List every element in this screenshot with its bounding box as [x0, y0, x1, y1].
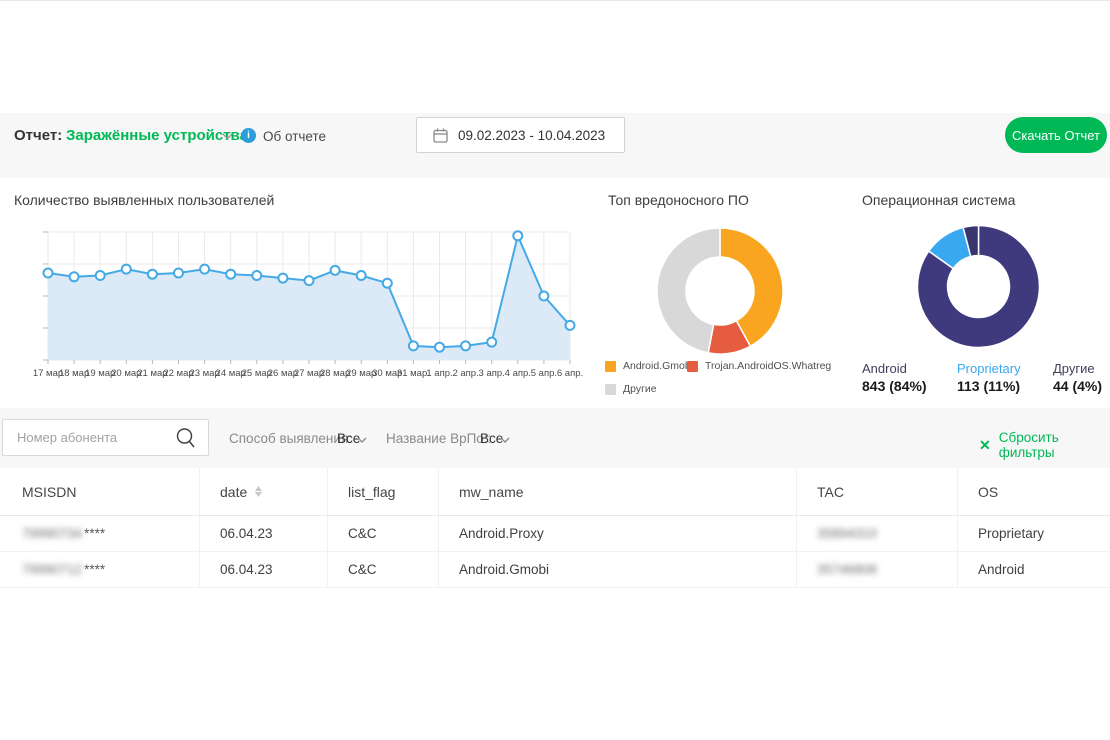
svg-text:19 мар: 19 мар: [85, 368, 115, 379]
cell-list-flag: C&C: [328, 552, 439, 587]
svg-text:21 мар: 21 мар: [137, 368, 167, 379]
svg-text:29 мар: 29 мар: [346, 368, 376, 379]
os-stat-label: Proprietary: [957, 361, 1021, 376]
os-stat-other: Другие 44 (4%): [1053, 361, 1102, 394]
malware-filter-label: Название ВрПо::: [386, 431, 492, 446]
cell-mw-name: Android.Proxy: [439, 516, 797, 551]
legend-swatch-red: [687, 360, 698, 372]
os-stat-proprietary: Proprietary 113 (11%): [957, 361, 1021, 394]
cell-mw-name: Android.Gmobi: [439, 552, 797, 587]
cell-date: 06.04.23: [200, 516, 328, 551]
date-range-picker[interactable]: 09.02.2023 - 10.04.2023: [416, 117, 625, 153]
sort-icon[interactable]: [255, 486, 263, 497]
legend-label: Trojan.AndroidOS.Whatreg: [705, 360, 832, 372]
table-header-row: MSISDN date list_flag mw_name TAC OS: [0, 468, 1110, 516]
svg-text:30 мар: 30 мар: [372, 368, 402, 379]
cell-tac: 35894310: [797, 516, 958, 551]
report-label: Отчет:: [14, 127, 63, 144]
top-divider: [0, 0, 1110, 1]
subscriber-search-box: [2, 419, 209, 456]
cell-msisdn: 79990734 ****: [0, 516, 200, 551]
col-list-flag: list_flag: [328, 468, 439, 515]
search-input[interactable]: [3, 420, 173, 455]
legend-label: Android.Gmobi: [623, 360, 694, 372]
cell-os: Android: [978, 562, 1025, 577]
line-chart-title: Количество выявленных пользователей: [14, 192, 275, 208]
svg-text:17 мар: 17 мар: [33, 368, 63, 379]
about-report-label[interactable]: Об отчете: [263, 129, 327, 144]
svg-text:4 апр.: 4 апр.: [505, 368, 531, 379]
legend-label: Другие: [623, 383, 657, 395]
download-report-button[interactable]: Скачать Отчет: [1005, 117, 1107, 153]
table-row: 79990712 **** 06.04.23 C&C Android.Gmobi…: [0, 552, 1110, 588]
cell-tac: 35746808: [797, 552, 958, 587]
reset-filters-label: Сбросить фильтры: [998, 430, 1059, 460]
svg-text:18 мар: 18 мар: [59, 368, 89, 379]
calendar-icon: [433, 128, 448, 143]
chevron-down-icon[interactable]: [500, 437, 510, 443]
svg-text:3 апр.: 3 апр.: [479, 368, 505, 379]
svg-text:31 мар.: 31 мар.: [397, 368, 430, 379]
svg-text:2 апр.: 2 апр.: [452, 368, 478, 379]
svg-text:26 мар: 26 мар: [268, 368, 298, 379]
masked-tac: 35746808: [817, 562, 878, 577]
cell-date: 06.04.23: [200, 552, 328, 587]
date-range-value: 09.02.2023 - 10.04.2023: [458, 127, 606, 143]
svg-text:5 апр.: 5 апр.: [531, 368, 557, 379]
col-tac: TAC: [797, 468, 958, 515]
legend-swatch-gray: [605, 383, 616, 395]
malware-chart-title: Топ вредоносного ПО: [608, 192, 749, 208]
svg-text:27 мар: 27 мар: [294, 368, 324, 379]
malware-filter-select[interactable]: Все: [480, 431, 504, 446]
cell-list-flag: C&C: [328, 516, 439, 551]
chevron-down-icon[interactable]: [357, 437, 367, 443]
col-mw-name: mw_name: [439, 468, 797, 515]
svg-text:23 мар: 23 мар: [189, 368, 219, 379]
masked-msisdn: 79990734: [22, 526, 83, 541]
svg-text:20 мар: 20 мар: [111, 368, 141, 379]
os-stat-value: 113 (11%): [957, 378, 1021, 394]
legend-swatch-orange: [605, 360, 616, 372]
cell-os: Proprietary: [978, 526, 1045, 541]
report-type-dropdown[interactable]: Заражённые устройства: [66, 127, 248, 144]
os-stat-label: Android: [862, 361, 907, 376]
col-date-label: date: [220, 483, 248, 500]
svg-text:22 мар: 22 мар: [163, 368, 193, 379]
os-chart-title: Операционная система: [862, 192, 1016, 208]
info-icon[interactable]: i: [241, 128, 256, 143]
close-icon: ✕: [979, 437, 991, 453]
chevron-down-icon[interactable]: [222, 133, 233, 140]
masked-tac: 35894310: [817, 526, 878, 541]
svg-text:25 мар: 25 мар: [242, 368, 272, 379]
os-donut-svg: [916, 224, 1041, 349]
charts-panel: Количество выявленных пользователей Топ …: [0, 178, 1110, 408]
col-date-sortable[interactable]: date: [200, 468, 328, 515]
malware-donut-svg: [656, 227, 784, 355]
search-icon[interactable]: [174, 426, 198, 450]
os-stat-value: 843 (84%): [862, 378, 927, 394]
reset-filters-button[interactable]: ✕ Сбросить фильтры: [979, 430, 1110, 460]
os-stat-label: Другие: [1053, 361, 1095, 376]
os-stat-value: 44 (4%): [1053, 378, 1103, 394]
legend-item: Другие: [605, 383, 657, 395]
detection-filter-label: Способ выявления:: [229, 431, 352, 446]
svg-text:28 мар: 28 мар: [320, 368, 350, 379]
detection-filter-select[interactable]: Все: [337, 431, 361, 446]
svg-text:24 мар: 24 мар: [216, 368, 246, 379]
masked-msisdn: 79990712: [22, 562, 83, 577]
legend-item: Trojan.AndroidOS.Whatreg: [687, 360, 831, 372]
cell-msisdn: 79990712 ****: [0, 552, 200, 587]
svg-text:6 апр.: 6 апр.: [557, 368, 583, 379]
legend-item: Android.Gmobi: [605, 360, 693, 372]
results-table: MSISDN date list_flag mw_name TAC OS 799…: [0, 468, 1110, 592]
msisdn-suffix: ****: [84, 562, 106, 577]
col-msisdn: MSISDN: [0, 468, 200, 515]
table-row: 79990734 **** 06.04.23 C&C Android.Proxy…: [0, 516, 1110, 552]
msisdn-suffix: ****: [84, 526, 106, 541]
col-os: OS: [978, 483, 999, 500]
svg-text:1 апр.: 1 апр.: [426, 368, 452, 379]
os-stat-android: Android 843 (84%): [862, 361, 927, 394]
